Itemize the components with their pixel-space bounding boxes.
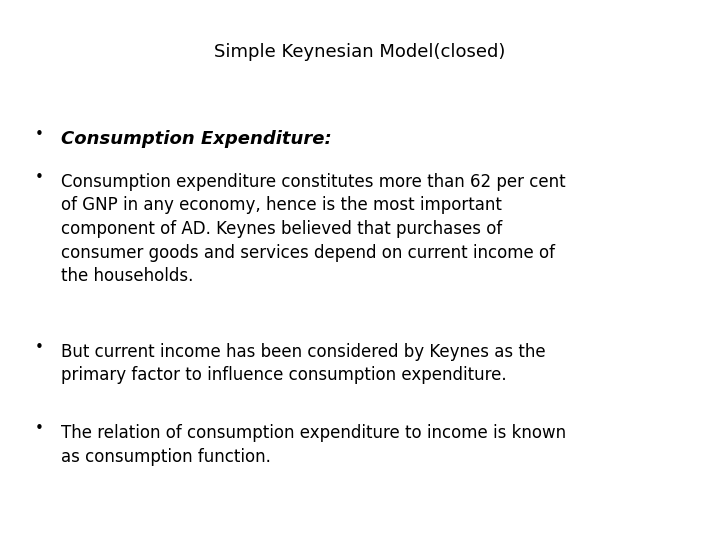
Text: But current income has been considered by Keynes as the
primary factor to influe: But current income has been considered b… (61, 343, 546, 384)
Text: Simple Keynesian Model(closed): Simple Keynesian Model(closed) (215, 43, 505, 61)
Text: Consumption expenditure constitutes more than 62 per cent
of GNP in any economy,: Consumption expenditure constitutes more… (61, 173, 566, 285)
Text: Consumption Expenditure:: Consumption Expenditure: (61, 130, 332, 147)
Text: •: • (35, 127, 44, 142)
Text: •: • (35, 170, 44, 185)
Text: •: • (35, 340, 44, 355)
Text: The relation of consumption expenditure to income is known
as consumption functi: The relation of consumption expenditure … (61, 424, 567, 465)
Text: •: • (35, 421, 44, 436)
